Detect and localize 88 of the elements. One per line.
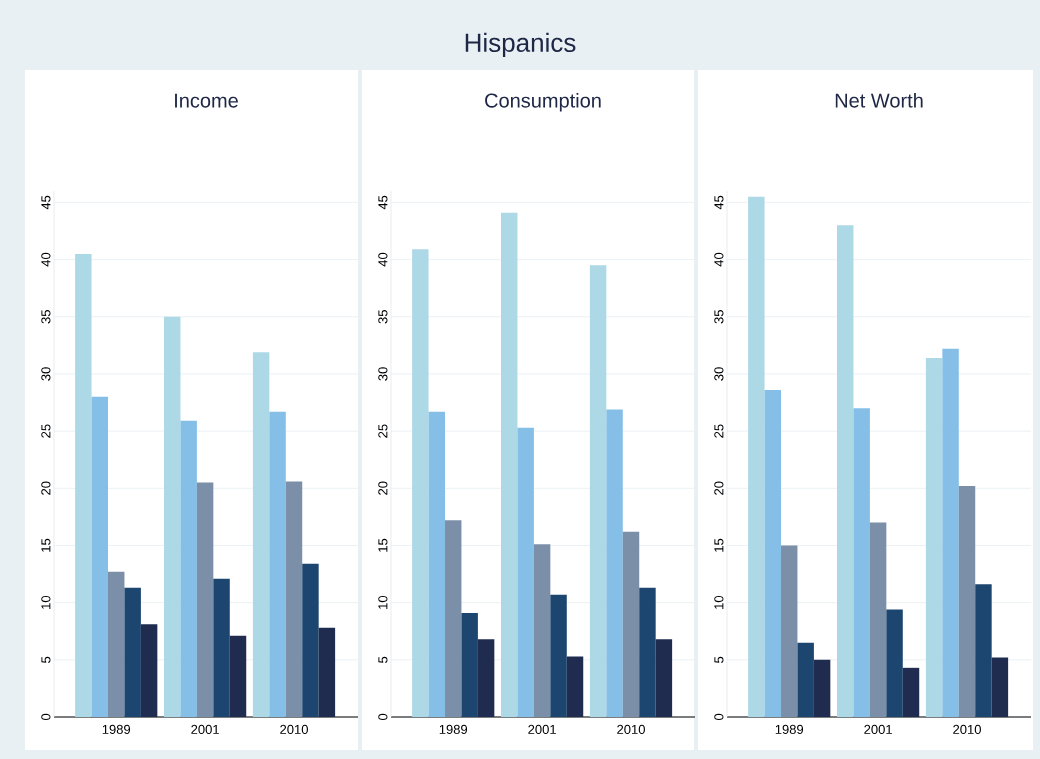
y-tick-label: 0 (714, 713, 724, 721)
y-tick-label: 10 (714, 595, 724, 609)
bar (942, 348, 959, 717)
bar (975, 584, 992, 717)
x-tick-label: 2010 (953, 724, 981, 734)
y-tick-label: 10 (41, 595, 51, 609)
bar (589, 265, 607, 717)
bar (140, 624, 158, 717)
y-tick-label: 5 (378, 656, 388, 663)
y-tick-label: 20 (378, 481, 388, 495)
bar (517, 427, 534, 717)
bar (797, 642, 814, 717)
bar (196, 482, 214, 717)
y-tick-label: 5 (714, 656, 724, 663)
chart-title: Income (175, 93, 238, 108)
bar (428, 411, 446, 717)
y-tick-label: 0 (378, 713, 388, 721)
bar (606, 409, 623, 717)
y-tick-label: 40 (41, 252, 51, 267)
bar (991, 657, 1009, 717)
x-tick-label: 2010 (280, 724, 308, 734)
y-tick-label: 20 (714, 481, 724, 495)
bar (869, 522, 887, 717)
bar (108, 571, 125, 717)
bar (412, 249, 429, 717)
bar (853, 408, 870, 717)
y-tick-label: 35 (378, 310, 388, 324)
y-tick-label: 40 (378, 252, 388, 267)
chart-title: Net Worth (835, 92, 923, 108)
bar (533, 544, 551, 717)
bar (748, 196, 765, 717)
bar (164, 316, 181, 717)
bar (813, 659, 831, 717)
bar (566, 656, 584, 717)
bar (902, 667, 920, 717)
y-tick-label: 45 (41, 195, 51, 210)
y-tick-label: 40 (714, 252, 724, 267)
y-tick-label: 10 (378, 595, 388, 609)
x-tick-label: 1989 (102, 724, 131, 734)
bar (958, 486, 976, 717)
bar (764, 389, 782, 717)
y-tick-label: 25 (41, 424, 51, 438)
bar (229, 635, 247, 717)
bar (213, 578, 230, 717)
y-tick-label: 30 (714, 367, 724, 381)
y-tick-label: 35 (714, 310, 724, 324)
text: Hispanics (465, 32, 576, 58)
y-tick-label: 15 (41, 538, 51, 552)
bar (445, 520, 462, 717)
y-tick-label: 25 (714, 424, 724, 438)
y-tick-label: 30 (378, 367, 388, 381)
chart-title: Consumption (485, 92, 601, 112)
bar (622, 531, 640, 717)
y-tick-label: 20 (41, 481, 51, 495)
x-tick-label: 2001 (191, 724, 219, 734)
y-tick-label: 30 (41, 367, 51, 381)
y-tick-label: 35 (41, 310, 51, 324)
bar (91, 396, 109, 717)
x-tick-label: 2010 (617, 724, 645, 734)
y-tick-label: 15 (378, 538, 388, 552)
bar (269, 411, 286, 717)
bar (550, 594, 567, 717)
bar (837, 225, 854, 717)
y-tick-label: 25 (378, 424, 388, 438)
x-tick-label: 2001 (864, 724, 892, 734)
bar (477, 639, 495, 717)
y-tick-label: 45 (714, 195, 724, 210)
bar (124, 587, 141, 717)
x-tick-label: 2001 (528, 724, 556, 734)
bar (75, 253, 92, 717)
x-tick-label: 1989 (439, 724, 468, 734)
bar (639, 587, 656, 717)
bar (252, 352, 270, 717)
bar (501, 212, 518, 717)
bar (655, 639, 673, 717)
bar (285, 481, 303, 717)
x-tick-label: 1989 (775, 724, 804, 734)
bar (302, 563, 319, 717)
bar (925, 357, 943, 717)
bar (180, 420, 197, 717)
y-tick-label: 0 (41, 713, 51, 721)
y-tick-label: 5 (41, 656, 51, 663)
y-tick-label: 45 (378, 195, 388, 210)
bar (886, 609, 903, 717)
y-tick-label: 15 (714, 538, 724, 552)
bar (318, 627, 336, 717)
bar (781, 545, 798, 717)
bar (461, 612, 478, 717)
